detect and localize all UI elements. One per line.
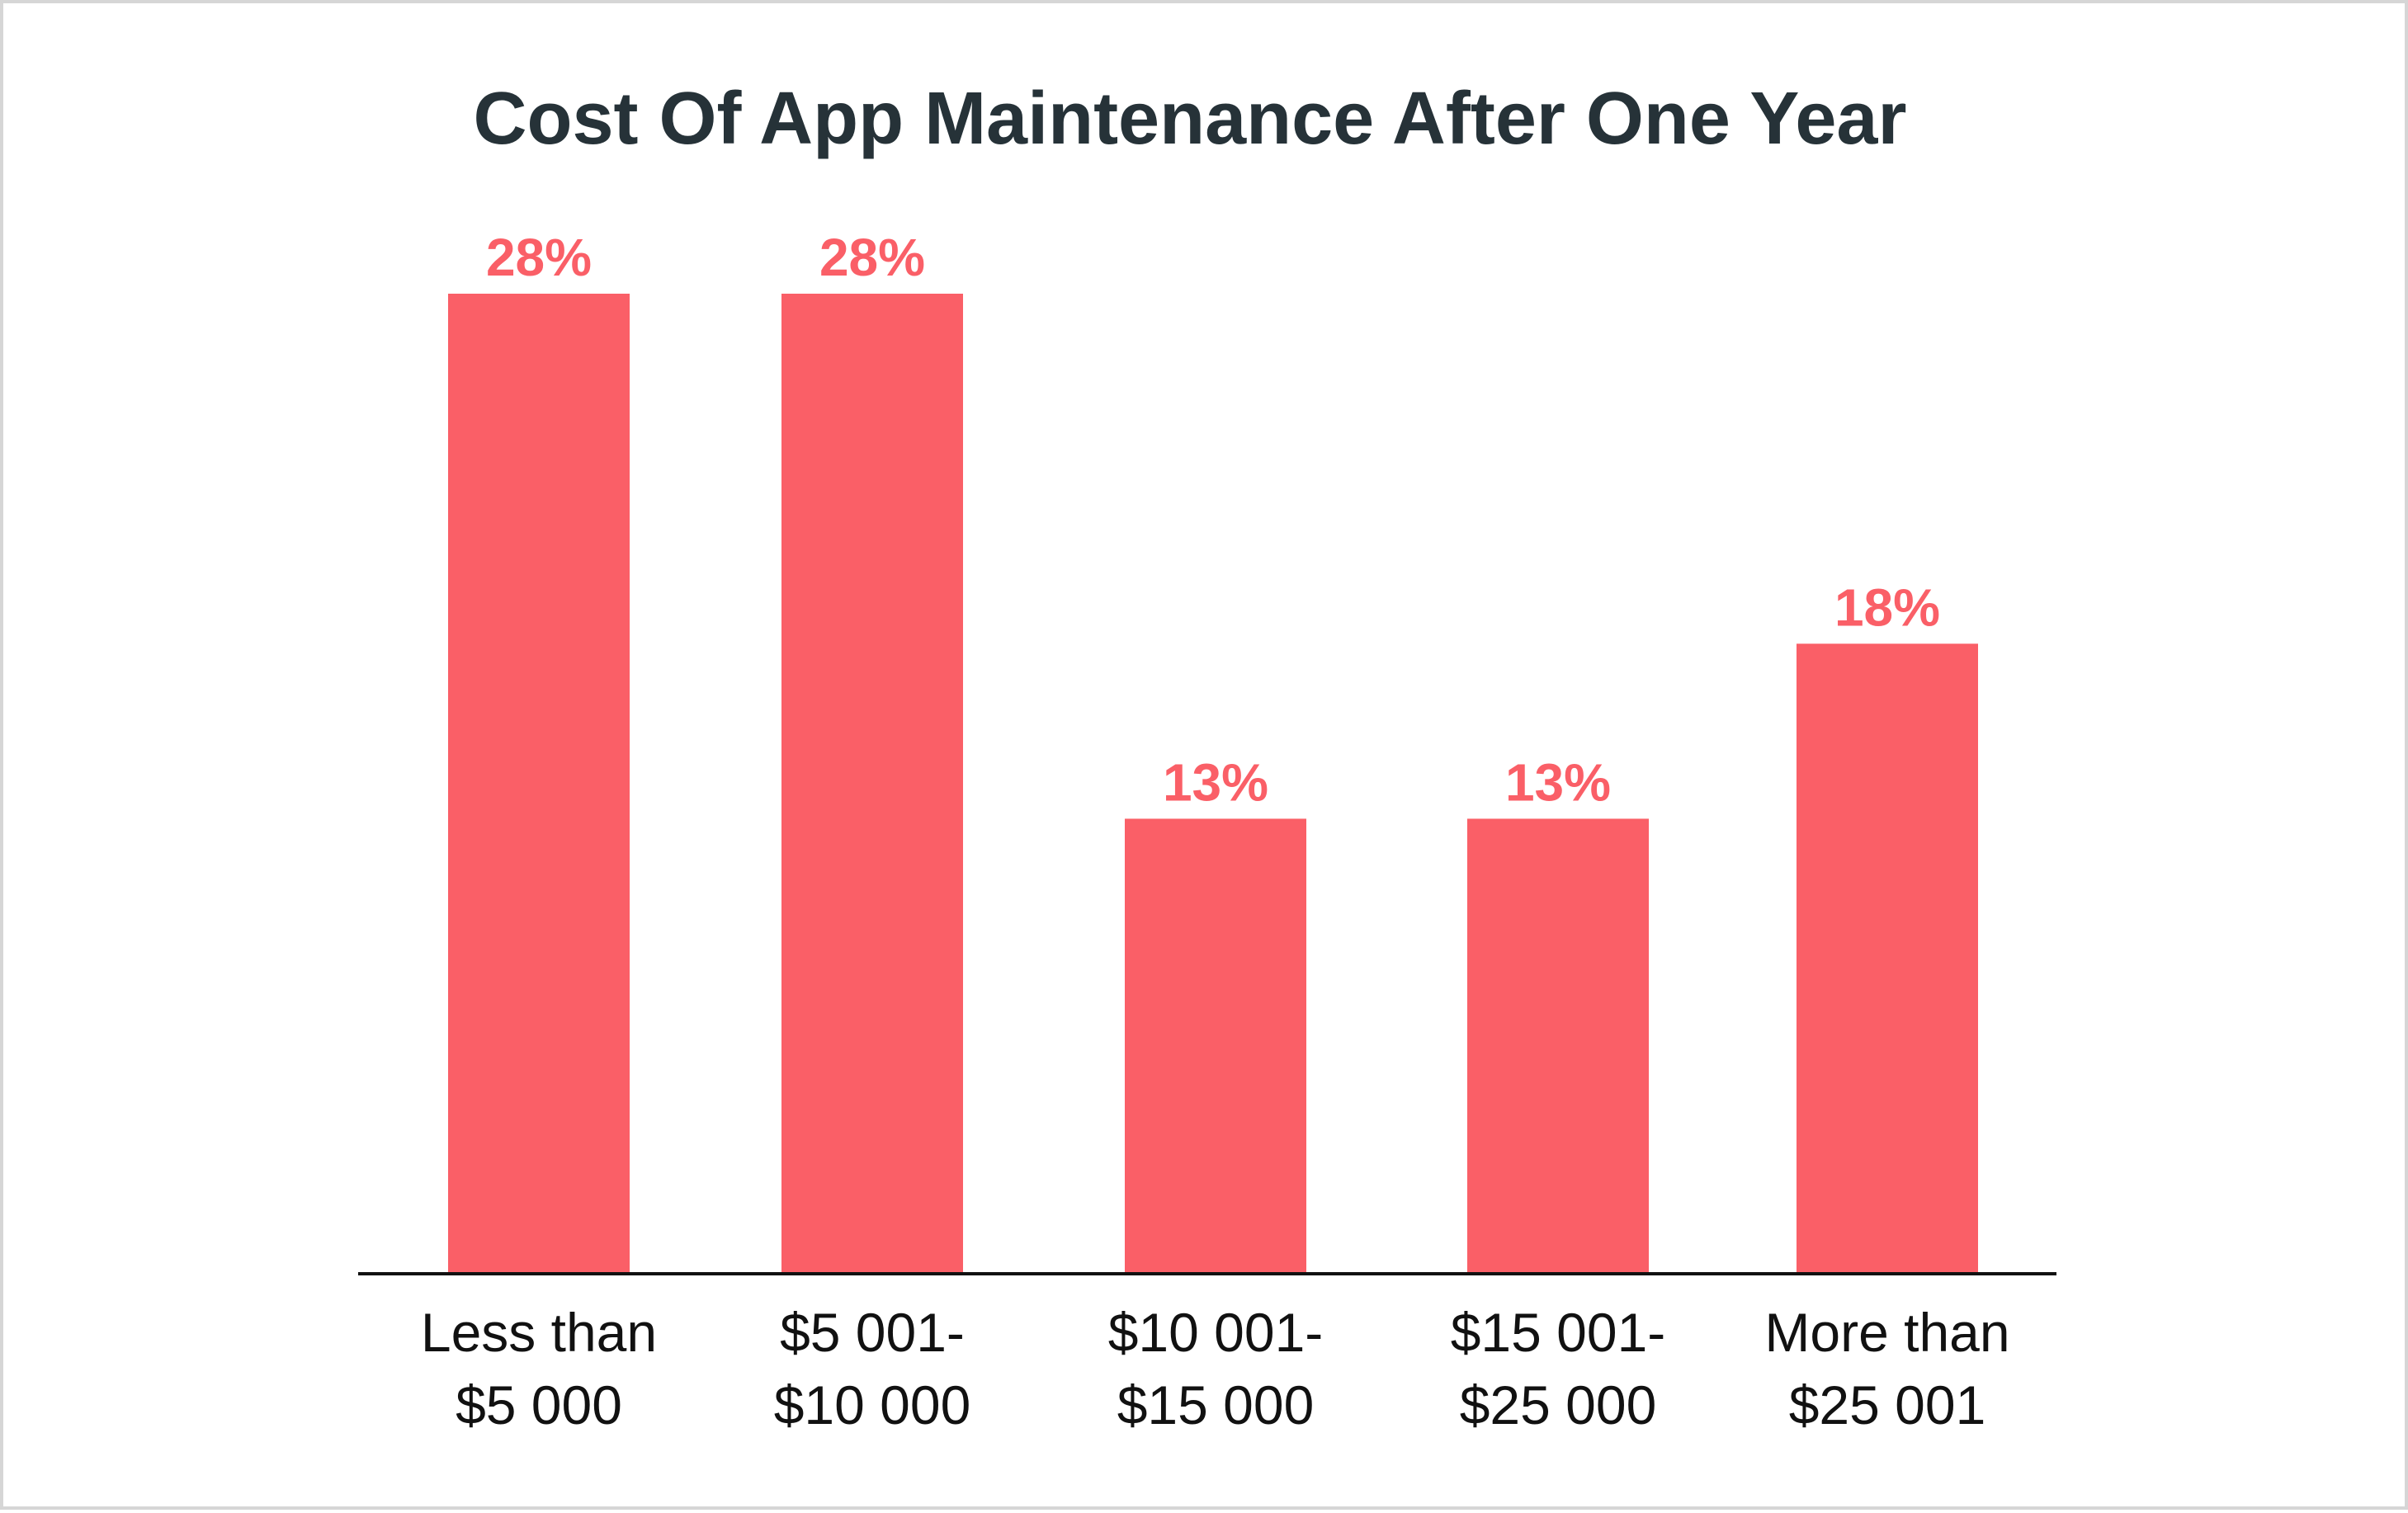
value-labels-group: 28% 28% 13% 13% 18% [486, 228, 1940, 812]
category-label-1-line-2: $5 000 [456, 1374, 622, 1435]
value-label-5: 18% [1834, 577, 1940, 637]
category-label-2-line-1: $5 001- [780, 1302, 965, 1363]
bar-2 [781, 294, 963, 1274]
category-label-5-line-2: $25 001 [1789, 1374, 1986, 1435]
category-label-3-line-2: $15 000 [1117, 1374, 1315, 1435]
bar-3 [1125, 818, 1306, 1274]
chart-title: Cost Of App Maintenance After One Year [473, 78, 1906, 160]
category-label-5-line-1: More than [1764, 1302, 2009, 1363]
bar-1 [448, 294, 630, 1274]
bar-5 [1797, 643, 1978, 1274]
bars-group [448, 294, 1978, 1274]
value-label-3: 13% [1163, 752, 1268, 812]
category-label-1-line-1: Less than [421, 1302, 657, 1363]
category-labels-group: Less than $5 000 $5 001- $10 000 $10 001- $15… [421, 1302, 2010, 1435]
category-label-4-line-1: $15 001- [1451, 1302, 1666, 1363]
bar-chart: Cost Of App Maintenance After One Year 2… [358, 78, 2056, 1435]
category-label-3-line-1: $10 001- [1108, 1302, 1324, 1363]
category-label-2-line-2: $10 000 [774, 1374, 971, 1435]
category-label-4-line-2: $25 000 [1460, 1374, 1657, 1435]
value-label-4: 13% [1505, 752, 1611, 812]
bar-4 [1467, 818, 1649, 1274]
value-label-1: 28% [486, 228, 592, 287]
value-label-2: 28% [819, 228, 925, 287]
